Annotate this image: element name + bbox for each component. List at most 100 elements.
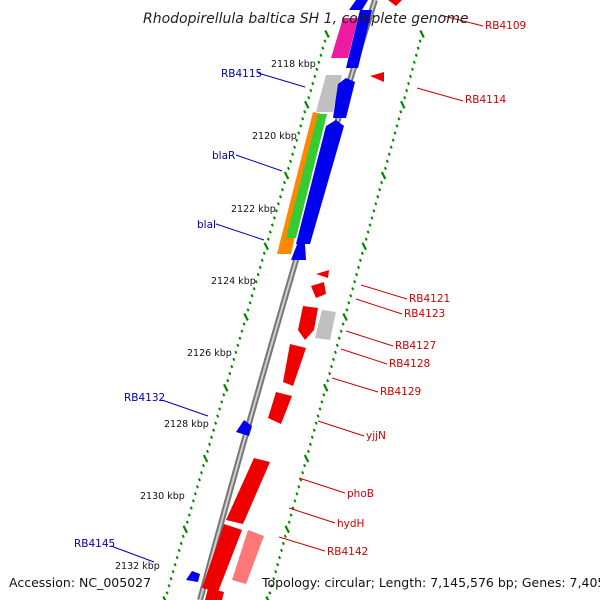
gene-label[interactable]: blaI <box>197 219 216 231</box>
minor-tick <box>220 400 224 404</box>
minor-tick <box>376 195 380 199</box>
gene-label[interactable]: RB4129 <box>380 386 421 398</box>
gene-arrow[interactable] <box>370 72 384 82</box>
gene-arrow[interactable] <box>202 524 242 592</box>
gene-arrow[interactable] <box>232 530 264 584</box>
gene-arrow[interactable] <box>286 114 327 238</box>
gene-arrow[interactable] <box>346 10 372 68</box>
gene-label[interactable]: RB4115 <box>221 68 262 80</box>
minor-tick <box>193 492 197 496</box>
minor-tick <box>279 548 284 553</box>
minor-tick <box>208 442 212 447</box>
accession-text: Accession: NC_005027 <box>9 575 151 590</box>
gene-label[interactable]: RB4109 <box>485 20 526 32</box>
tick-ring-inner <box>162 30 330 600</box>
major-tick <box>304 100 310 109</box>
minor-tick <box>232 357 236 362</box>
gene-label[interactable]: hydH <box>337 518 364 530</box>
minor-tick <box>171 569 175 574</box>
minor-tick <box>287 520 291 524</box>
minor-tick <box>356 265 361 270</box>
gene-arrow[interactable] <box>311 282 326 298</box>
kbp-label: 2118 kbp <box>271 59 316 70</box>
minor-tick <box>299 124 303 128</box>
minor-tick <box>289 513 293 517</box>
gene-label[interactable]: RB4145 <box>74 538 115 550</box>
minor-tick <box>214 421 218 425</box>
minor-tick <box>289 159 293 164</box>
gene-arrow[interactable] <box>296 120 344 244</box>
minor-tick <box>410 67 414 72</box>
gene-arrow[interactable] <box>205 588 224 600</box>
minor-tick <box>306 449 310 454</box>
major-tick <box>419 30 425 38</box>
reverse-strand-genes <box>202 0 402 600</box>
minor-tick <box>319 53 323 57</box>
forward-gene-labels: RB4115 blaR blaI RB4132 RB4145 <box>74 68 262 550</box>
leader-line <box>331 377 379 393</box>
gene-arrow[interactable] <box>388 0 402 6</box>
gene-label[interactable]: RB4132 <box>124 392 165 404</box>
gene-label[interactable]: RB4128 <box>389 358 430 370</box>
gene-arrow[interactable] <box>291 242 306 260</box>
minor-tick <box>301 470 305 475</box>
minor-tick <box>406 81 411 86</box>
minor-tick <box>295 492 299 496</box>
major-tick <box>223 383 229 392</box>
kbp-label: 2122 kbp <box>231 204 276 215</box>
minor-tick <box>403 95 407 100</box>
minor-tick <box>205 449 210 454</box>
gene-arrow[interactable] <box>226 458 270 524</box>
minor-tick <box>349 294 353 298</box>
minor-tick <box>199 470 203 475</box>
minor-tick <box>399 110 403 114</box>
minor-tick <box>256 272 260 277</box>
gene-arrow[interactable] <box>283 344 306 386</box>
minor-tick <box>308 442 312 447</box>
minor-tick <box>270 584 274 588</box>
major-tick <box>202 454 209 463</box>
leader-line <box>161 399 209 417</box>
minor-tick <box>378 187 382 192</box>
minor-tick <box>295 138 299 142</box>
gene-arrow[interactable] <box>331 18 358 58</box>
minor-tick <box>383 166 387 171</box>
minor-tick <box>331 357 335 362</box>
gene-arrow[interactable] <box>333 78 355 118</box>
gene-arrow[interactable] <box>186 571 200 582</box>
minor-tick <box>201 463 206 468</box>
minor-tick <box>293 145 297 149</box>
minor-tick <box>210 435 214 439</box>
gene-arrow[interactable] <box>349 0 368 10</box>
major-tick <box>284 525 290 534</box>
gene-arrow[interactable] <box>315 310 336 340</box>
minor-tick <box>317 60 321 64</box>
gene-arrow[interactable] <box>316 270 329 278</box>
minor-tick <box>236 343 240 348</box>
gene-label[interactable]: RB4123 <box>404 308 445 320</box>
leader-line <box>439 14 484 27</box>
minor-tick <box>326 378 330 383</box>
gene-arrow[interactable] <box>236 420 252 436</box>
minor-tick <box>266 237 270 241</box>
minor-tick <box>268 230 272 234</box>
minor-tick <box>278 555 282 560</box>
minor-tick <box>397 117 401 121</box>
gene-arrow[interactable] <box>316 75 342 112</box>
gene-label[interactable]: yjjN <box>366 430 386 442</box>
gene-label[interactable]: phoB <box>347 488 374 500</box>
minor-tick <box>222 393 226 397</box>
minor-tick <box>276 562 280 567</box>
minor-tick <box>312 428 316 432</box>
reverse-gene-labels: RB4109 RB4114 RB4121 RB4123 RB4127 RB412… <box>327 20 526 558</box>
minor-tick <box>364 237 368 241</box>
gene-arrow[interactable] <box>268 392 292 424</box>
gene-label[interactable]: RB4142 <box>327 546 368 558</box>
major-tick <box>342 313 348 321</box>
gene-label[interactable]: RB4114 <box>465 94 507 106</box>
gene-label[interactable]: RB4127 <box>395 340 436 352</box>
gene-label[interactable]: blaR <box>212 150 235 162</box>
gene-arrow[interactable] <box>298 306 318 340</box>
minor-tick <box>276 202 280 206</box>
gene-label[interactable]: RB4121 <box>409 293 450 305</box>
